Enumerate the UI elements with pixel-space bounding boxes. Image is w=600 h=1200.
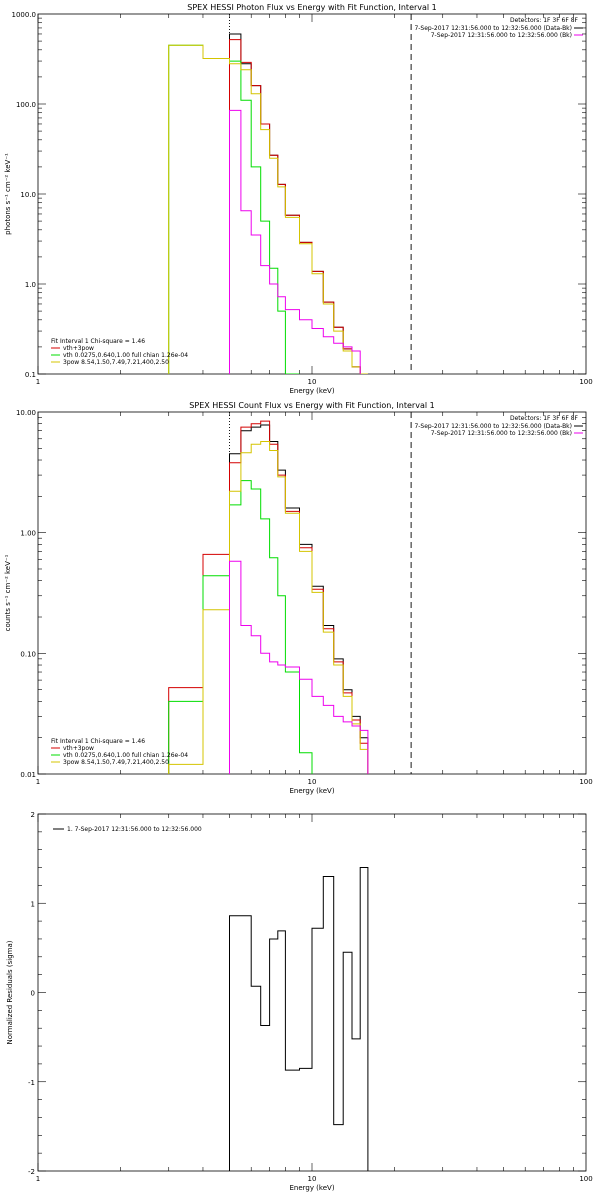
bk-interval: 7-Sep-2017 12:31:56.000 to 12:32:56.000 … <box>431 32 572 39</box>
y-tick-label: 2 <box>31 811 35 819</box>
x-axis: 1 10 100 Energy (keV) <box>36 412 593 795</box>
series-3pow <box>168 44 368 374</box>
y-tick-label: 1000.0 <box>12 11 37 19</box>
plot-frame <box>37 411 587 775</box>
legend-label: vth 0.0275,0.640,1.00 full chian 1.26e-0… <box>63 352 188 359</box>
y-axis-label: counts s⁻¹ cm⁻² keV⁻¹ <box>4 554 12 631</box>
y-tick-label: 1 <box>31 900 35 908</box>
y-axis-label: photons s⁻¹ cm⁻² keV⁻¹ <box>4 153 12 235</box>
chart-title: SPEX HESSI Count Flux vs Energy with Fit… <box>189 401 434 410</box>
bk-interval: 7-Sep-2017 12:31:56.000 to 12:32:56.000 … <box>431 430 572 437</box>
series-group <box>168 420 369 774</box>
x-tick-label: 1 <box>36 778 40 786</box>
x-axis-label: Energy (keV) <box>289 1184 334 1192</box>
y-tick-label: -1 <box>28 1079 35 1087</box>
x-tick-label: 100 <box>579 378 592 386</box>
series-3pow <box>168 441 369 774</box>
info-block: Detectors: 1F 3F 6F 8F7-Sep-2017 12:31:5… <box>414 415 583 437</box>
legend-label: vth+3pow <box>63 745 94 752</box>
legend-title: Fit Interval 1 Chi-square = 1.46 <box>51 338 145 345</box>
y-tick-label: 10.0 <box>20 191 36 199</box>
series-vth <box>168 44 300 374</box>
panel-2: SPEX HESSI Count Flux vs Energy with Fit… <box>4 401 593 795</box>
legend-label: vth 0.0275,0.640,1.00 full chian 1.26e-0… <box>63 752 188 759</box>
y-axis-label: Normalized Residuals (sigma) <box>6 940 14 1044</box>
panel-3: 1 10 100 Energy (keV) -2 -1 0 1 2 Normalized Resi… <box>6 811 593 1192</box>
detectors-text: Detectors: 1F 3F 6F 8F <box>510 17 579 24</box>
y-tick-label: 10.00 <box>16 409 36 417</box>
legend: Fit Interval 1 Chi-square = 1.46vth+3pow… <box>51 738 188 766</box>
panel-1: SPEX HESSI Photon Flux vs Energy with Fi… <box>4 3 593 395</box>
x-tick-label: 100 <box>579 1175 592 1183</box>
series-vth-3pow <box>168 420 369 774</box>
series-group <box>229 867 369 1171</box>
x-axis: 1 10 100 Energy (keV) <box>36 814 593 1192</box>
legend-label: 3pow 8.54,1.50,7.49,7.21,400,2.50 <box>63 759 169 766</box>
chart-title: SPEX HESSI Photon Flux vs Energy with Fi… <box>187 3 437 12</box>
series-data-bk <box>229 33 368 374</box>
legend-title: Fit Interval 1 Chi-square = 1.46 <box>51 738 145 745</box>
y-tick-label: 1.00 <box>20 530 36 538</box>
y-tick-label: 0.01 <box>20 771 36 779</box>
legend-label: 1. 7-Sep-2017 12:31:56.000 to 12:32:56.0… <box>67 826 202 833</box>
x-tick-label: 10 <box>308 378 317 386</box>
series-vth <box>168 480 313 774</box>
y-axis: 0.1 1.0 10.0 100.0 1000.0 photons s⁻¹ cm⁻² ke… <box>4 11 586 379</box>
y-tick-label: 0.1 <box>25 371 36 379</box>
series-bk <box>229 560 369 774</box>
y-axis: -2 -1 0 1 2 Normalized Residuals (sigma) <box>6 811 586 1176</box>
legend: Fit Interval 1 Chi-square = 1.46vth+3pow… <box>51 338 188 366</box>
series-vth-3pow <box>229 39 368 374</box>
x-axis-label: Energy (keV) <box>289 387 334 395</box>
series-residuals <box>229 867 369 1171</box>
y-tick-label: 0.10 <box>20 650 36 658</box>
series-bk <box>229 109 361 374</box>
y-tick-label: -2 <box>28 1168 35 1176</box>
x-axis-label: Energy (keV) <box>289 787 334 795</box>
series-group <box>168 33 368 374</box>
y-axis: 0.01 0.10 1.00 10.00 counts s⁻¹ cm⁻² keV⁻¹ <box>4 409 586 779</box>
detectors-text: Detectors: 1F 3F 6F 8F <box>510 415 579 422</box>
x-tick-label: 1 <box>36 378 40 386</box>
data-bk-interval: 7-Sep-2017 12:31:56.000 to 12:32:56.000 … <box>414 25 572 32</box>
x-tick-label: 100 <box>579 778 592 786</box>
y-tick-label: 1.0 <box>25 281 36 289</box>
info-block: Detectors: 1F 3F 6F 8F7-Sep-2017 12:31:5… <box>414 17 583 39</box>
x-tick-label: 1 <box>36 1175 40 1183</box>
x-tick-label: 10 <box>308 1175 317 1183</box>
x-tick-label: 10 <box>308 778 317 786</box>
legend-label: vth+3pow <box>63 345 94 352</box>
y-tick-label: 0 <box>31 990 35 998</box>
legend-label: 3pow 8.54,1.50,7.49,7.21,400,2.50 <box>63 359 169 366</box>
data-bk-interval: 7-Sep-2017 12:31:56.000 to 12:32:56.000 … <box>414 423 572 430</box>
legend: 1. 7-Sep-2017 12:31:56.000 to 12:32:56.0… <box>53 826 202 833</box>
y-tick-label: 100.0 <box>16 101 36 109</box>
